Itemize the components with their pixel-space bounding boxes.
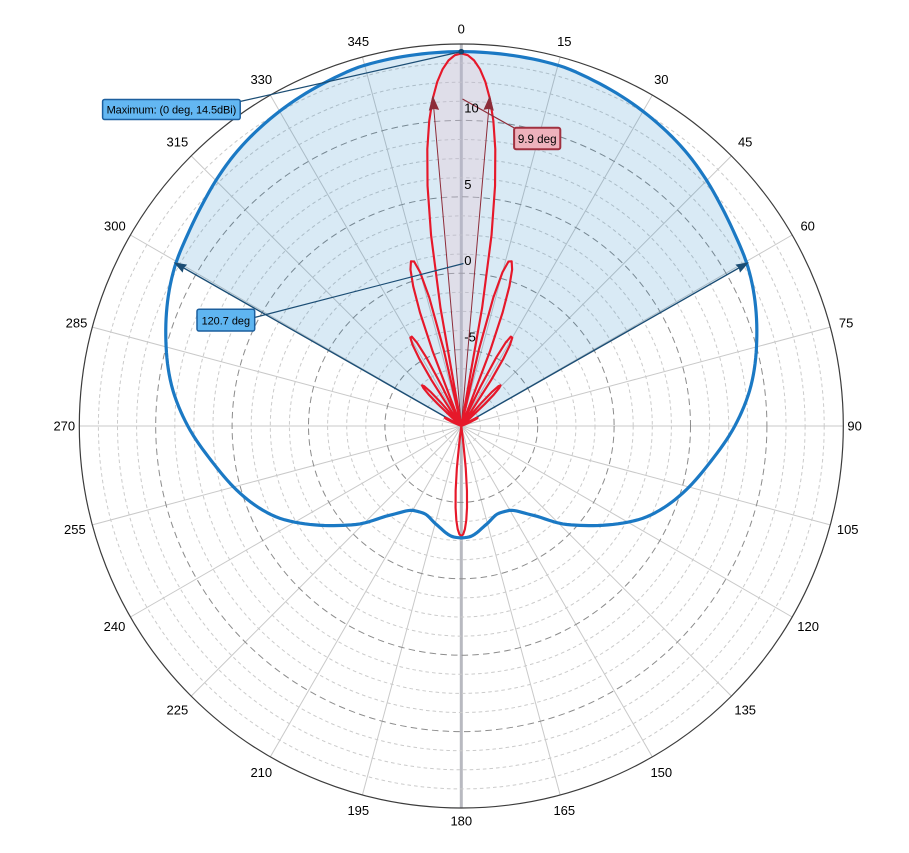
svg-text:60: 60: [800, 219, 814, 234]
svg-text:285: 285: [66, 316, 88, 331]
svg-text:45: 45: [738, 135, 752, 150]
svg-text:30: 30: [654, 72, 668, 87]
svg-text:120.7 deg: 120.7 deg: [202, 316, 250, 328]
svg-text:10: 10: [464, 100, 478, 115]
svg-text:135: 135: [734, 703, 756, 718]
svg-text:195: 195: [347, 803, 369, 818]
svg-text:5: 5: [464, 177, 471, 192]
svg-text:9.9 deg: 9.9 deg: [518, 133, 557, 146]
svg-text:255: 255: [64, 522, 86, 537]
svg-text:105: 105: [837, 522, 859, 537]
svg-text:0: 0: [464, 253, 471, 268]
svg-text:210: 210: [250, 765, 272, 780]
svg-text:300: 300: [104, 219, 126, 234]
svg-text:315: 315: [167, 135, 189, 150]
svg-text:240: 240: [104, 619, 126, 634]
svg-text:345: 345: [347, 34, 369, 49]
svg-text:Maximum: (0 deg, 14.5dBi): Maximum: (0 deg, 14.5dBi): [107, 105, 237, 117]
svg-text:225: 225: [167, 703, 189, 718]
svg-text:-5: -5: [464, 330, 476, 345]
svg-text:270: 270: [53, 419, 75, 434]
svg-text:180: 180: [450, 814, 472, 829]
svg-text:75: 75: [839, 316, 853, 331]
svg-text:330: 330: [250, 72, 272, 87]
svg-text:0: 0: [458, 22, 465, 37]
svg-text:15: 15: [557, 34, 571, 49]
svg-text:165: 165: [553, 803, 575, 818]
svg-text:90: 90: [847, 419, 861, 434]
svg-text:150: 150: [650, 765, 672, 780]
svg-text:120: 120: [797, 619, 819, 634]
